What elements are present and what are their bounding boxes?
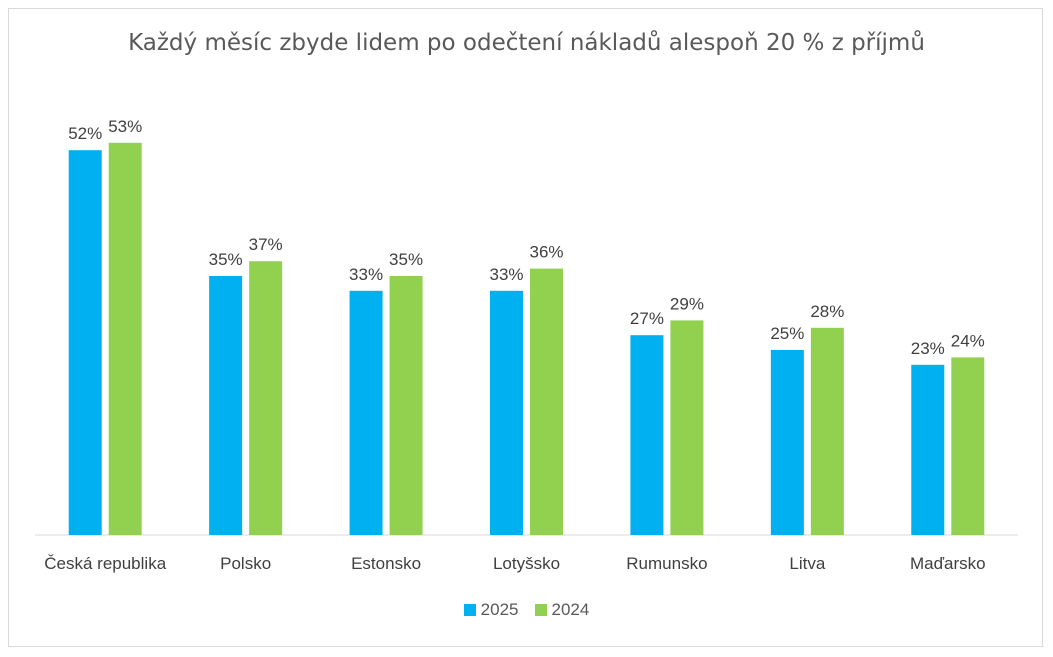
legend-label-2024: 2024 (551, 600, 590, 619)
category-label-3: Lotyšsko (493, 554, 560, 573)
bar-2025-0 (68, 150, 102, 535)
data-label-2024-2: 35% (389, 250, 423, 269)
bar-2025-1 (209, 276, 243, 535)
bar-2024-1 (249, 261, 283, 535)
bar-2025-3 (490, 290, 523, 535)
data-label-2025-2: 33% (349, 265, 383, 284)
bar-2024-2 (389, 276, 423, 535)
data-label-2025-1: 35% (209, 250, 243, 269)
chart-frame (8, 8, 1043, 647)
bar-2025-5 (770, 350, 804, 535)
category-label-1: Polsko (220, 554, 271, 573)
category-label-6: Maďarsko (910, 554, 986, 573)
legend-label-2025: 2025 (480, 600, 519, 619)
category-label-0: Česká republika (44, 554, 166, 573)
bar-2024-5 (810, 327, 844, 535)
bar-2024-3 (530, 268, 563, 535)
bar-2025-2 (349, 290, 383, 535)
data-label-2024-4: 29% (670, 294, 704, 313)
category-label-4: Rumunsko (626, 554, 707, 573)
legend-swatch-2024 (534, 604, 547, 616)
bar-2024-4 (670, 320, 704, 535)
bar-2025-6 (911, 364, 945, 535)
data-label-2024-6: 24% (951, 331, 985, 350)
legend-item-2024: 2024 (534, 600, 590, 620)
legend-swatch-2025 (463, 604, 476, 616)
data-label-2025-4: 27% (630, 309, 664, 328)
data-label-2025-6: 23% (911, 339, 945, 358)
legend-item-2025: 2025 (463, 600, 519, 620)
chart-title: Každý měsíc zbyde lidem po odečtení nákl… (128, 30, 925, 56)
data-label-2025-0: 52% (68, 124, 102, 143)
bar-2024-0 (108, 142, 142, 536)
data-label-2025-3: 33% (489, 265, 523, 284)
category-label-2: Estonsko (351, 554, 421, 573)
legend: 2025 2024 (0, 600, 1053, 620)
data-label-2024-1: 37% (249, 235, 283, 254)
data-label-2024-5: 28% (810, 302, 844, 321)
data-label-2024-0: 53% (108, 117, 142, 136)
category-label-5: Litva (789, 554, 825, 573)
bar-2024-6 (951, 357, 985, 535)
data-label-2025-5: 25% (770, 324, 804, 343)
data-label-2024-3: 36% (529, 243, 563, 262)
bar-2025-4 (630, 335, 664, 535)
